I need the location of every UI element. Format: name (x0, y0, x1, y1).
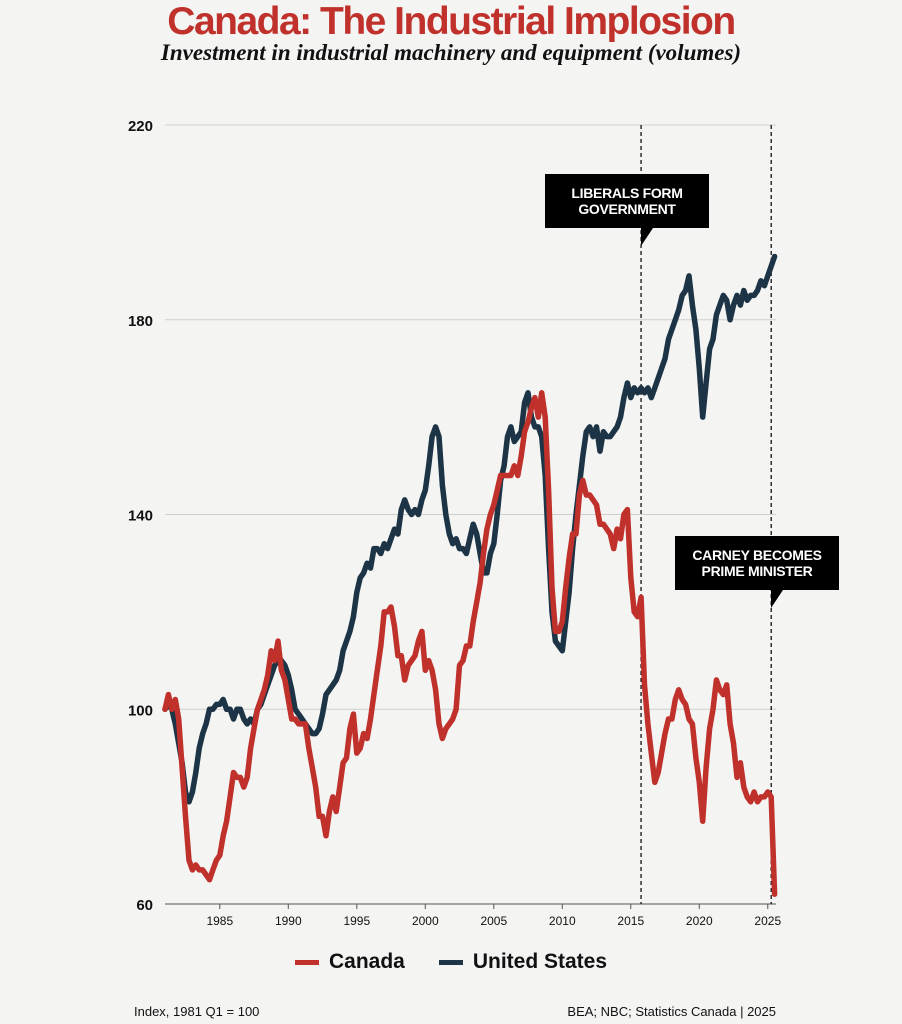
x-tick-label: 2005 (480, 914, 507, 928)
x-axis-ticks: 1985 1990 1995 2000 2005 2010 2015 2020 2025 (206, 904, 781, 928)
y-tick-label: 100 (128, 702, 153, 719)
y-tick-label: 220 (128, 118, 153, 135)
annotation-pointer (641, 228, 654, 246)
series-lines (162, 253, 778, 898)
x-tick-label: 2025 (754, 914, 781, 928)
legend-item-canada: Canada (294, 950, 405, 974)
x-tick-label: 2015 (617, 914, 644, 928)
annotation-line: PRIME MINISTER (701, 563, 813, 579)
series-line-canada (162, 390, 778, 898)
y-axis-ticks: 60 100 140 180 220 (128, 118, 153, 914)
annotation-liberals-form-government: LIBERALS FORM GOVERNMENT (545, 174, 709, 246)
legend-label-united-states: United States (472, 950, 608, 973)
y-tick-label: 180 (128, 313, 153, 330)
annotation-pointer (771, 590, 784, 608)
annotation-line: GOVERNMENT (578, 201, 676, 217)
annotation-carney-becomes-prime-minister: CARNEY BECOMES PRIME MINISTER (675, 536, 839, 608)
x-tick-label: 2020 (686, 914, 713, 928)
x-tick-label: 2010 (549, 914, 576, 928)
annotation-line: LIBERALS FORM (571, 185, 683, 201)
legend-label-canada: Canada (328, 950, 405, 973)
x-tick-label: 1995 (343, 914, 370, 928)
x-tick-label: 2000 (412, 914, 439, 928)
legend: Canada United States (0, 950, 902, 974)
legend-swatch-canada (294, 959, 319, 965)
gridlines (165, 124, 776, 905)
footer-index-note: Index, 1981 Q1 = 100 (134, 1004, 260, 1019)
footer-source: BEA; NBC; Statistics Canada | 2025 (567, 1004, 776, 1019)
y-tick-label: 140 (128, 508, 153, 525)
legend-item-united-states: United States (438, 950, 608, 974)
event-lines (640, 125, 772, 904)
annotation-line: CARNEY BECOMES (692, 547, 822, 563)
x-tick-label: 1985 (206, 914, 233, 928)
x-tick-label: 1990 (275, 914, 302, 928)
legend-swatch-united-states (438, 959, 463, 965)
chart-subtitle: Investment in industrial machinery and e… (160, 40, 742, 65)
y-tick-label: 60 (136, 897, 153, 914)
chart-title: Canada: The Industrial Implosion (167, 0, 736, 43)
